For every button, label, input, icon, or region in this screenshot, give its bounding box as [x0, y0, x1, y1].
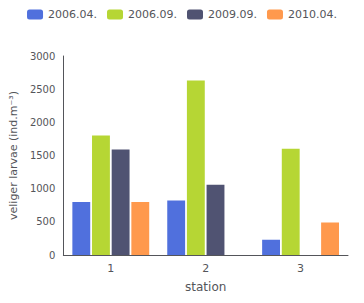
svg-text:2000: 2000: [30, 117, 55, 128]
svg-text:2: 2: [202, 262, 209, 275]
svg-text:500: 500: [36, 216, 55, 227]
svg-text:1: 1: [107, 262, 114, 275]
svg-text:2010.04.: 2010.04.: [288, 8, 337, 21]
svg-text:3: 3: [297, 262, 304, 275]
svg-text:0: 0: [49, 250, 55, 261]
svg-text:2009.09.: 2009.09.: [208, 8, 257, 21]
svg-text:station: station: [185, 280, 226, 294]
svg-text:2006.09.: 2006.09.: [128, 8, 177, 21]
svg-text:1500: 1500: [30, 150, 55, 161]
svg-text:1000: 1000: [30, 183, 55, 194]
svg-text:veliger larvae (ind.m⁻³): veliger larvae (ind.m⁻³): [7, 91, 20, 220]
svg-text:2006.04.: 2006.04.: [48, 8, 97, 21]
svg-text:3000: 3000: [30, 51, 55, 62]
svg-text:2500: 2500: [30, 84, 55, 95]
